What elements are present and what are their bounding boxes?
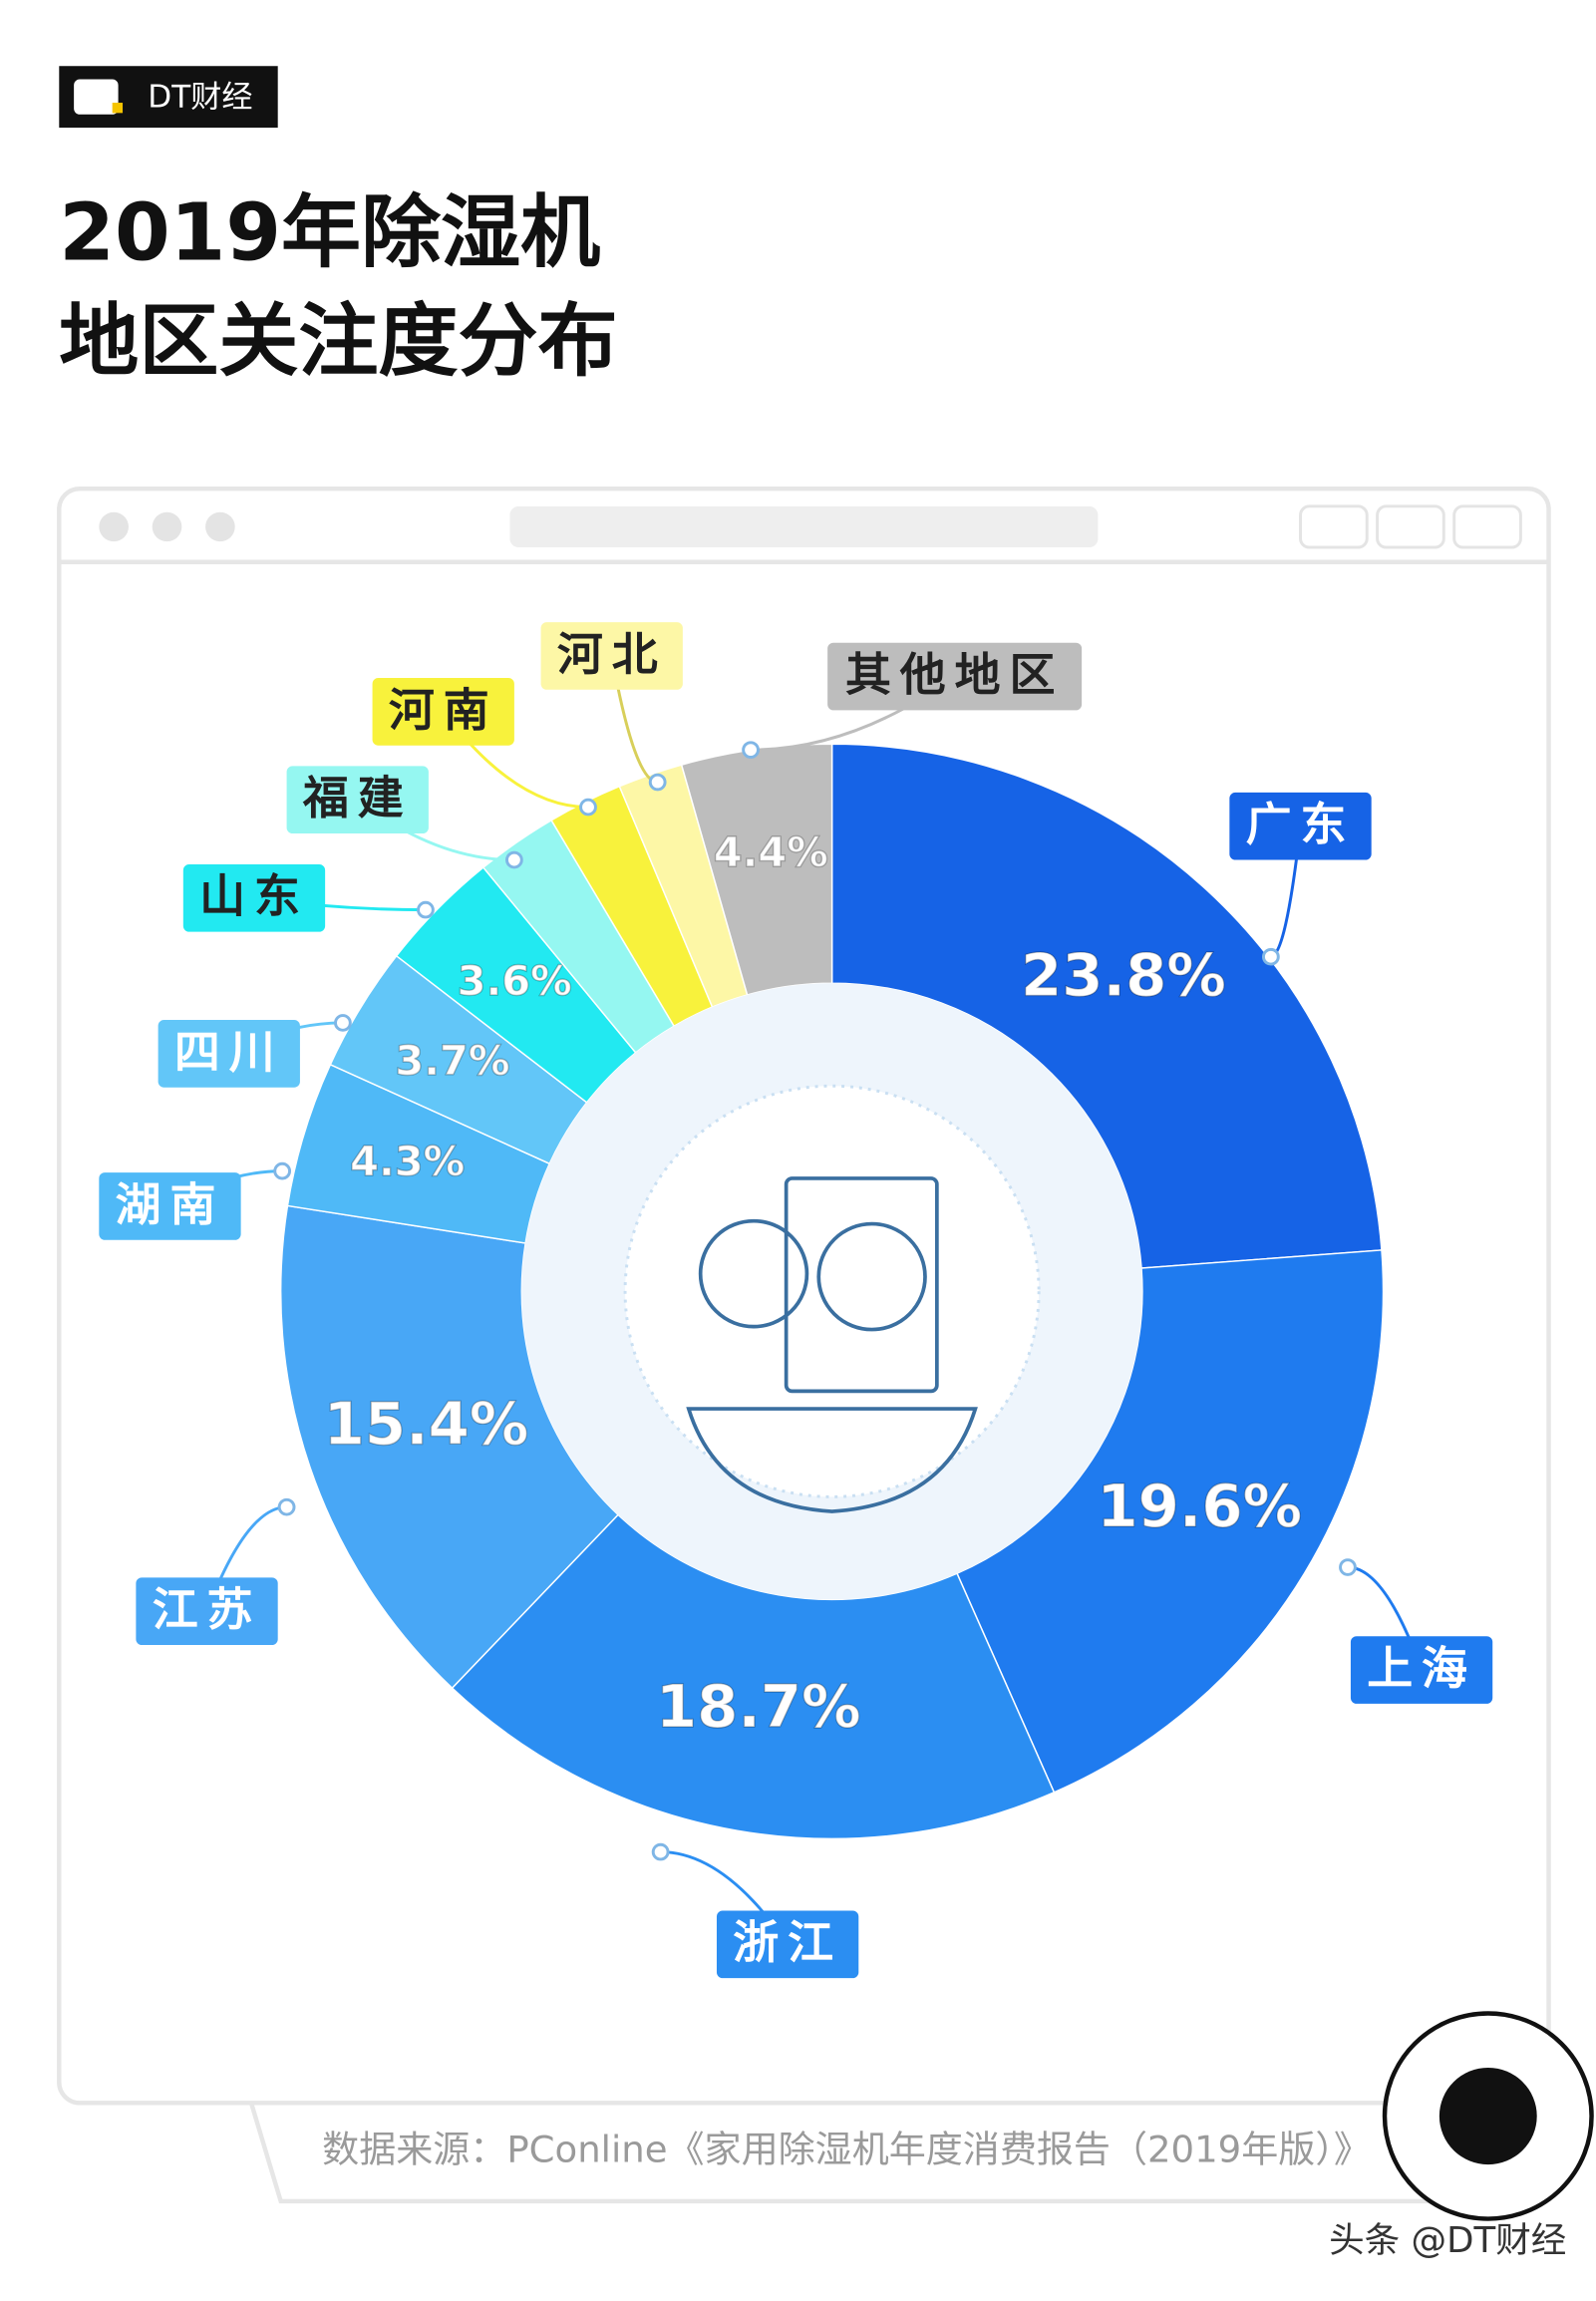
inner-disc — [623, 1084, 1041, 1498]
value-label: 3.6% — [458, 957, 572, 1005]
category-label: 河南 — [389, 683, 498, 737]
value-label: 18.7% — [656, 1672, 861, 1741]
toolbar-button — [1376, 504, 1445, 549]
washer-tray — [686, 1407, 978, 1513]
category-tag — [182, 863, 326, 932]
category-label: 四川 — [174, 1025, 284, 1079]
address-bar — [509, 505, 1099, 548]
value-label: 19.6% — [1097, 1472, 1302, 1540]
connector-dot — [417, 900, 435, 919]
connector-dot — [334, 1014, 352, 1032]
category-label: 河北 — [557, 627, 667, 681]
logo-icon — [74, 79, 119, 115]
washer-door-open — [698, 1218, 809, 1329]
badge-dot — [1438, 2067, 1537, 2165]
category-tag — [136, 1577, 278, 1646]
category-tag — [286, 766, 429, 834]
washer-body — [784, 1176, 939, 1394]
window-button — [205, 511, 235, 542]
window-button — [152, 511, 182, 542]
category-tag — [158, 1019, 300, 1088]
source-note: 数据来源：PConline《家用除湿机年度消费报告（2019年版）》 — [322, 2128, 1371, 2170]
value-label: 23.8% — [1021, 941, 1226, 1010]
category-label: 其他地区 — [845, 648, 1064, 702]
connector-dot — [1261, 947, 1280, 966]
category-tag — [372, 678, 514, 746]
category-label: 上海 — [1367, 1641, 1476, 1695]
toolbar-button — [1299, 504, 1369, 549]
category-label: 浙江 — [733, 1915, 842, 1969]
logo-text: DT财经 — [148, 80, 252, 116]
value-label: 15.4% — [324, 1390, 529, 1459]
category-label: 湖南 — [116, 1177, 225, 1231]
window-button — [99, 511, 129, 542]
toolbar-button — [1452, 504, 1522, 549]
connector-dot — [579, 798, 597, 817]
connector-dot — [651, 1842, 670, 1861]
connector-dot — [277, 1497, 296, 1516]
title-line: 地区关注度分布 — [59, 295, 617, 388]
value-label: 4.4% — [714, 828, 828, 876]
category-label: 江苏 — [153, 1582, 262, 1636]
category-tag — [540, 622, 683, 690]
category-tag — [99, 1172, 241, 1240]
connector-dot — [1339, 1558, 1357, 1576]
value-label: 3.7% — [395, 1037, 509, 1085]
category-tag — [1350, 1636, 1493, 1704]
connector-dot — [648, 773, 667, 792]
value-label: 4.3% — [350, 1138, 465, 1185]
connector-dot — [504, 850, 523, 869]
category-label: 福建 — [302, 771, 413, 824]
category-tag — [716, 1910, 859, 1979]
washer-door — [816, 1221, 927, 1332]
category-label: 山东 — [199, 869, 309, 923]
category-tag — [827, 642, 1083, 711]
connector-dot — [273, 1161, 292, 1180]
title-line: 2019年除湿机 — [59, 186, 600, 279]
connector-dot — [742, 741, 760, 759]
category-label: 广东 — [1246, 798, 1356, 851]
logo-dot — [112, 103, 124, 114]
watermark: 头条 @DT财经 — [1329, 2220, 1566, 2261]
category-tag — [1229, 792, 1372, 860]
